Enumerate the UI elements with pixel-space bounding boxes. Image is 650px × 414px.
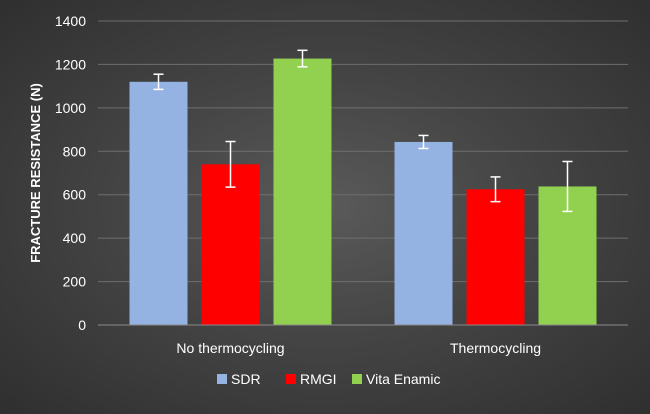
y-tick-label: 1000: [55, 100, 86, 116]
legend-swatch: [217, 374, 227, 384]
legend-label: RMGI: [300, 371, 337, 387]
y-tick-label: 1400: [55, 13, 86, 29]
legend-item: SDR: [217, 371, 261, 387]
error-bar: [490, 176, 501, 203]
error-bar: [418, 134, 429, 150]
error-bars: [153, 49, 573, 213]
legend-item: Vita Enamic: [352, 371, 440, 387]
error-bar: [225, 140, 236, 188]
legend-swatch: [286, 374, 296, 384]
legend-item: RMGI: [286, 371, 337, 387]
bar-rmgi: [201, 164, 260, 325]
bar-vita-enamic: [273, 58, 332, 326]
legend-label: Vita Enamic: [366, 371, 440, 387]
bar-sdr: [394, 141, 453, 325]
y-tick-label: 1200: [55, 56, 86, 72]
x-axis-categories: No thermocycling Thermocycling: [176, 340, 541, 356]
error-bar: [153, 73, 164, 91]
bar-rmgi: [466, 189, 525, 325]
x-category-label: Thermocycling: [450, 340, 541, 356]
error-bar: [297, 49, 308, 68]
y-tick-label: 400: [63, 230, 87, 246]
error-bar: [562, 160, 573, 213]
legend: SDR RMGI Vita Enamic: [217, 371, 440, 387]
y-axis-label: FRACTURE RESISTANCE (N): [28, 83, 43, 263]
y-tick-label: 800: [63, 143, 87, 159]
y-tick-label: 200: [63, 274, 87, 290]
legend-swatch: [352, 374, 362, 384]
x-category-label: No thermocycling: [176, 340, 284, 356]
y-tick-label: 0: [78, 317, 86, 333]
bars: [129, 58, 597, 326]
y-axis-ticks: 0 200 400 600 800 1000 1200 1400: [55, 13, 86, 333]
bar-sdr: [129, 81, 188, 325]
y-tick-label: 600: [63, 187, 87, 203]
legend-label: SDR: [231, 371, 261, 387]
